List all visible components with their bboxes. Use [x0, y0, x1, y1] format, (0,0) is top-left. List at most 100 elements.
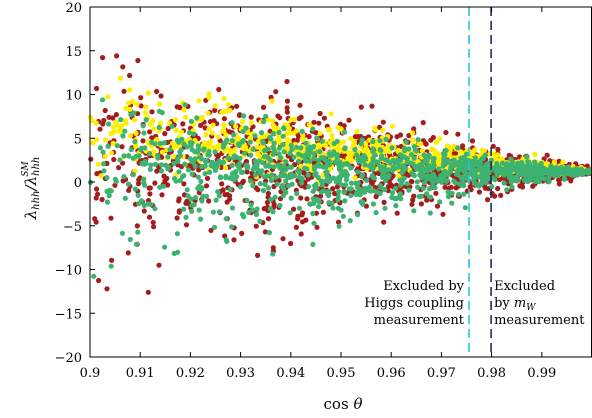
scatter-point — [358, 104, 364, 110]
scatter-point — [344, 172, 350, 178]
scatter-point — [268, 177, 274, 183]
scatter-point — [536, 169, 542, 175]
scatter-point — [198, 187, 204, 193]
scatter-point — [298, 180, 305, 186]
scatter-point — [419, 171, 425, 177]
scatter-point — [152, 141, 158, 147]
scatter-point — [298, 231, 304, 237]
scatter-point — [394, 157, 401, 163]
scatter-point — [182, 161, 188, 167]
scatter-point — [177, 149, 183, 155]
scatter-point — [257, 181, 263, 187]
scatter-point — [266, 230, 272, 236]
scatter-point — [108, 131, 114, 137]
scatter-point — [413, 166, 420, 172]
scatter-point — [302, 165, 308, 171]
scatter-point — [135, 192, 141, 198]
scatter-point — [319, 138, 325, 144]
scatter-point — [280, 236, 286, 242]
scatter-point — [443, 178, 449, 184]
scatter-point — [472, 155, 478, 161]
scatter-point — [303, 157, 309, 163]
scatter-point — [229, 120, 235, 126]
scatter-point — [269, 172, 275, 178]
scatter-point — [253, 223, 259, 229]
scatter-point — [428, 137, 434, 143]
scatter-point — [397, 132, 404, 138]
scatter-point — [418, 193, 424, 199]
scatter-point — [154, 88, 160, 95]
scatter-point — [518, 163, 525, 170]
scatter-point — [209, 130, 215, 136]
scatter-point — [341, 129, 348, 135]
scatter-point — [471, 174, 477, 180]
scatter-point — [421, 180, 427, 186]
scatter-point — [295, 216, 301, 222]
scatter-point — [146, 214, 153, 220]
scatter-point — [381, 219, 387, 225]
scatter-point — [176, 139, 182, 145]
scatter-point — [532, 177, 538, 183]
scatter-point — [126, 100, 132, 106]
scatter-point — [572, 172, 578, 178]
scatter-point — [248, 120, 254, 126]
scatter-point — [284, 136, 290, 143]
scatter-point — [317, 149, 323, 155]
scatter-point — [223, 216, 229, 222]
scatter-point — [305, 146, 311, 152]
scatter-point — [501, 172, 507, 178]
scatter-point — [273, 89, 279, 95]
scatter-point — [221, 128, 227, 134]
scatter-point — [227, 107, 233, 113]
scatter-point — [108, 150, 114, 156]
scatter-point — [154, 168, 160, 174]
scatter-point — [138, 95, 144, 101]
scatter-point — [280, 172, 287, 179]
scatter-point — [331, 149, 337, 155]
scatter-point — [291, 130, 297, 136]
scatter-point — [158, 120, 164, 126]
scatter-point — [320, 172, 326, 178]
scatter-point — [296, 205, 302, 211]
scatter-point — [136, 177, 142, 183]
scatter-point — [227, 147, 233, 153]
x-axis-label: cos θ — [324, 395, 363, 413]
scatter-point — [200, 147, 206, 153]
scatter-point — [324, 173, 330, 179]
scatter-point — [532, 151, 538, 157]
scatter-point — [284, 78, 290, 85]
scatter-point — [396, 173, 402, 179]
scatter-point — [415, 137, 421, 143]
scatter-point — [460, 155, 466, 161]
scatter-point — [287, 210, 293, 216]
scatter-point — [424, 197, 430, 203]
scatter-point — [345, 149, 351, 155]
scatter-point — [403, 139, 409, 145]
scatter-point — [401, 175, 407, 181]
scatter-point — [173, 127, 179, 133]
scatter-point — [114, 143, 120, 149]
scatter-point — [280, 184, 286, 190]
scatter-point — [509, 184, 515, 190]
scatter-point — [542, 176, 548, 182]
scatter-point — [534, 163, 540, 169]
scatter-point — [503, 165, 509, 171]
scatter-point — [181, 107, 187, 113]
scatter-point — [261, 119, 267, 125]
scatter-point — [94, 137, 100, 143]
scatter-point — [460, 180, 466, 186]
scatter-point — [127, 106, 133, 112]
scatter-point — [369, 103, 375, 109]
scatter-point — [148, 162, 154, 168]
scatter-point — [298, 195, 304, 201]
scatter-point — [394, 210, 400, 216]
scatter-point — [174, 215, 180, 221]
y-tick-label: 20 — [65, 1, 82, 16]
scatter-point — [495, 152, 501, 158]
scatter-point — [288, 240, 294, 247]
scatter-point — [280, 133, 286, 139]
scatter-point — [414, 179, 420, 185]
scatter-point — [189, 158, 195, 164]
scatter-point — [161, 140, 168, 146]
scatter-point — [352, 175, 358, 181]
